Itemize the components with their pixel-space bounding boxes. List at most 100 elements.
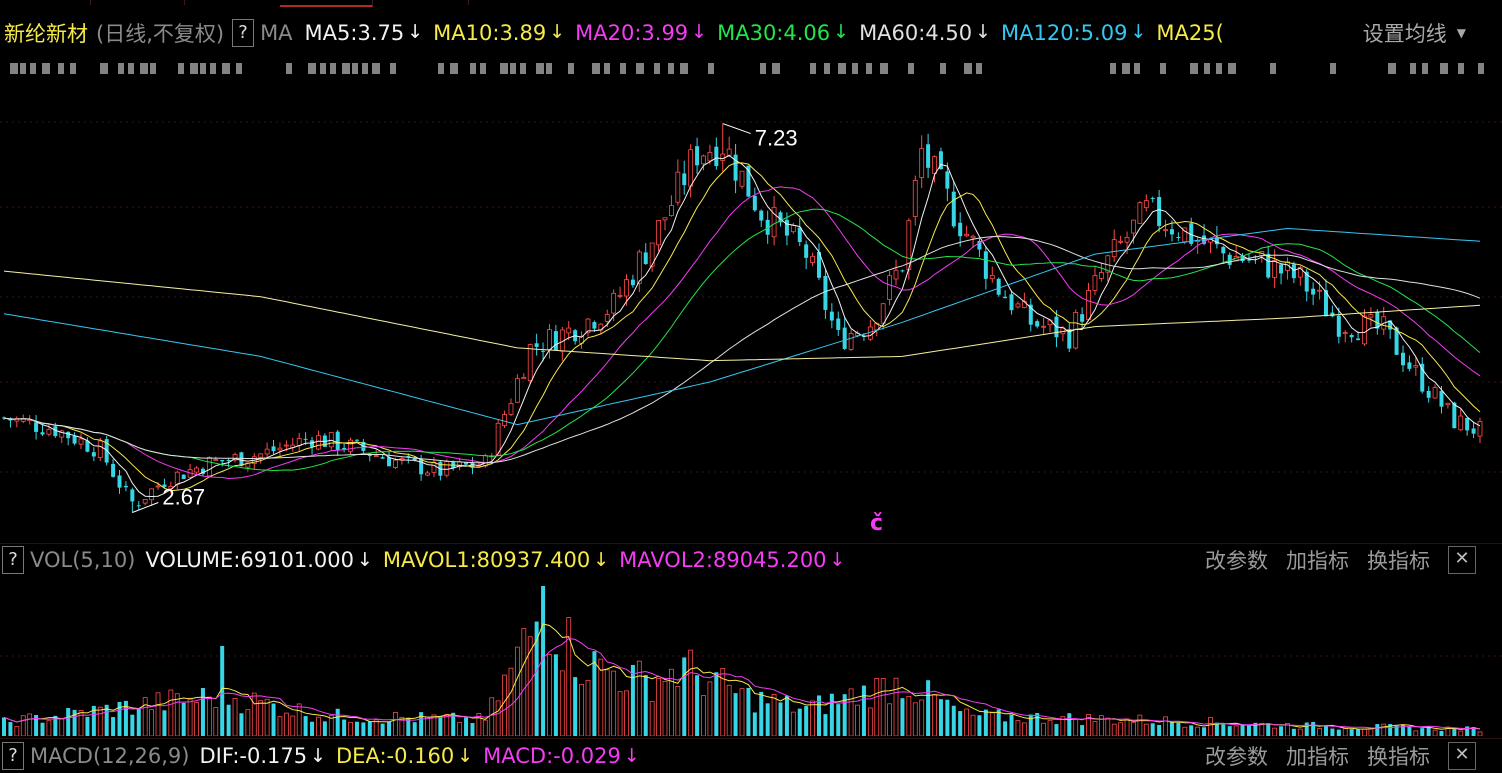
volume-bar (765, 703, 770, 736)
volume-bar (1394, 725, 1399, 736)
volume-bar (1202, 727, 1207, 736)
tab-segment[interactable] (92, 0, 185, 5)
volume-bar (245, 709, 251, 736)
candle-body (431, 461, 437, 473)
switch-indicator-button[interactable]: 换指标 (1367, 549, 1430, 573)
close-icon[interactable]: ✕ (1448, 741, 1476, 770)
add-indicator-button[interactable]: 加指标 (1286, 744, 1349, 769)
volume-bar (213, 707, 219, 736)
tab-segment[interactable] (0, 0, 91, 5)
ma-value: MA30:4.06 (717, 21, 831, 45)
volume-bar (804, 706, 809, 736)
event-marker (824, 63, 830, 74)
volume-bar (752, 712, 757, 736)
volume-bar (1285, 722, 1290, 736)
high-label: 7.23 (755, 126, 798, 151)
volume-bar (1169, 722, 1174, 736)
candle-body (335, 431, 340, 451)
candle-body (604, 314, 610, 322)
candle-body (682, 173, 687, 186)
candle-body (264, 448, 270, 455)
event-marker (1458, 63, 1464, 74)
volume-bar (855, 704, 860, 736)
volume-value: VOLUME:69101.000 (145, 548, 354, 572)
candle-body (784, 219, 789, 236)
candle-body (983, 251, 988, 279)
volume-bar (187, 697, 193, 736)
tab-segment[interactable] (376, 0, 469, 5)
event-marker (330, 63, 336, 74)
candle-body (1067, 329, 1072, 349)
event-marker (236, 63, 242, 74)
candle-body (373, 455, 379, 458)
volume-bar (342, 719, 347, 736)
candle-body (181, 474, 186, 479)
volume-bar (8, 722, 13, 736)
mavol1-value: MAVOL1:80937.400 (382, 548, 591, 572)
ma60-line (3, 236, 1481, 464)
event-marker (480, 63, 486, 74)
close-icon[interactable]: ✕ (1448, 546, 1476, 574)
change-params-button[interactable]: 改参数 (1205, 549, 1268, 573)
volume-bar (817, 695, 822, 736)
event-marker (810, 63, 816, 74)
volume-bar (104, 704, 109, 736)
volume-bar (1279, 726, 1284, 736)
ma-help-button[interactable]: ? (232, 19, 255, 47)
event-marker (1228, 63, 1236, 74)
volume-bar (604, 669, 610, 736)
volume-bar (149, 709, 155, 736)
event-marker (760, 63, 766, 74)
candle-body (239, 452, 244, 467)
volume-bar (1195, 726, 1201, 736)
candle-body (553, 331, 558, 351)
candle-body (502, 414, 507, 426)
add-indicator-button[interactable]: 加指标 (1286, 549, 1349, 573)
volume-bar (335, 708, 340, 736)
dif-arrow-icon: ↓ (310, 744, 327, 767)
event-marker (150, 63, 156, 74)
ma-value: MA120:5.09 (1001, 21, 1128, 45)
macd-help-button[interactable]: ? (2, 741, 24, 770)
down-arrow-icon: ↓ (1130, 21, 1147, 43)
candle-body (78, 438, 84, 445)
event-marker (140, 63, 148, 74)
candle-body (393, 459, 398, 468)
event-marker (1478, 63, 1484, 74)
volume-bar (823, 714, 828, 736)
candle-body (1150, 197, 1155, 199)
change-params-button[interactable]: 改参数 (1205, 744, 1268, 769)
volume-bar (1086, 714, 1091, 736)
event-marker (1330, 63, 1336, 74)
volume-bar (438, 715, 443, 736)
down-arrow-icon: ↓ (691, 21, 708, 43)
event-marker (510, 63, 516, 74)
volume-help-button[interactable]: ? (2, 546, 24, 574)
volume-bar (495, 700, 501, 736)
candle-body (1221, 246, 1226, 254)
volume-bar (1214, 722, 1219, 736)
candle-body (406, 456, 411, 458)
volume-bar (649, 701, 655, 736)
volume-bar (842, 694, 847, 736)
switch-indicator-button[interactable]: 换指标 (1367, 744, 1430, 769)
candle-body (989, 275, 995, 280)
volume-bar (617, 691, 623, 736)
volume-bar (675, 686, 681, 736)
candle-body (1009, 294, 1014, 311)
candle-body (759, 210, 764, 221)
candle-body (46, 428, 52, 435)
volume-bar (482, 719, 488, 736)
candle-body (707, 152, 713, 162)
candle-body (412, 457, 417, 461)
candle-body (1465, 417, 1470, 431)
price-chart: 7.23 2.67 č (0, 121, 1502, 536)
event-marker (308, 63, 316, 74)
settings-ma-button[interactable]: 设置均线 ▼ (1358, 16, 1466, 50)
tab-segment-active[interactable] (280, 0, 373, 7)
candle-body (111, 463, 116, 477)
event-marker (1410, 63, 1416, 74)
volume-bar (155, 692, 161, 736)
volume-bar (1342, 728, 1348, 736)
candle-body (1304, 271, 1309, 292)
